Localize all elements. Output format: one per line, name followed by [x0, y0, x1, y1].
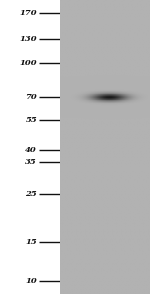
- Text: 10: 10: [26, 277, 37, 285]
- Text: 70: 70: [26, 93, 37, 101]
- Text: 40: 40: [26, 146, 37, 154]
- Text: 100: 100: [20, 59, 37, 67]
- Text: 55: 55: [26, 116, 37, 124]
- Text: 35: 35: [26, 158, 37, 166]
- Text: 130: 130: [20, 35, 37, 43]
- Text: 25: 25: [26, 190, 37, 198]
- Text: 15: 15: [26, 238, 37, 246]
- Text: 170: 170: [20, 9, 37, 17]
